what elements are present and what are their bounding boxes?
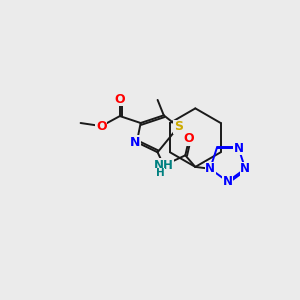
- Text: N: N: [223, 175, 233, 188]
- Text: O: O: [184, 132, 194, 145]
- Text: NH: NH: [154, 159, 174, 172]
- Text: S: S: [174, 120, 183, 134]
- Text: N: N: [130, 136, 140, 149]
- Text: H: H: [155, 168, 164, 178]
- Text: N: N: [205, 162, 215, 175]
- Text: O: O: [96, 120, 107, 133]
- Text: O: O: [115, 93, 125, 106]
- Text: N: N: [240, 162, 250, 175]
- Text: N: N: [233, 142, 244, 154]
